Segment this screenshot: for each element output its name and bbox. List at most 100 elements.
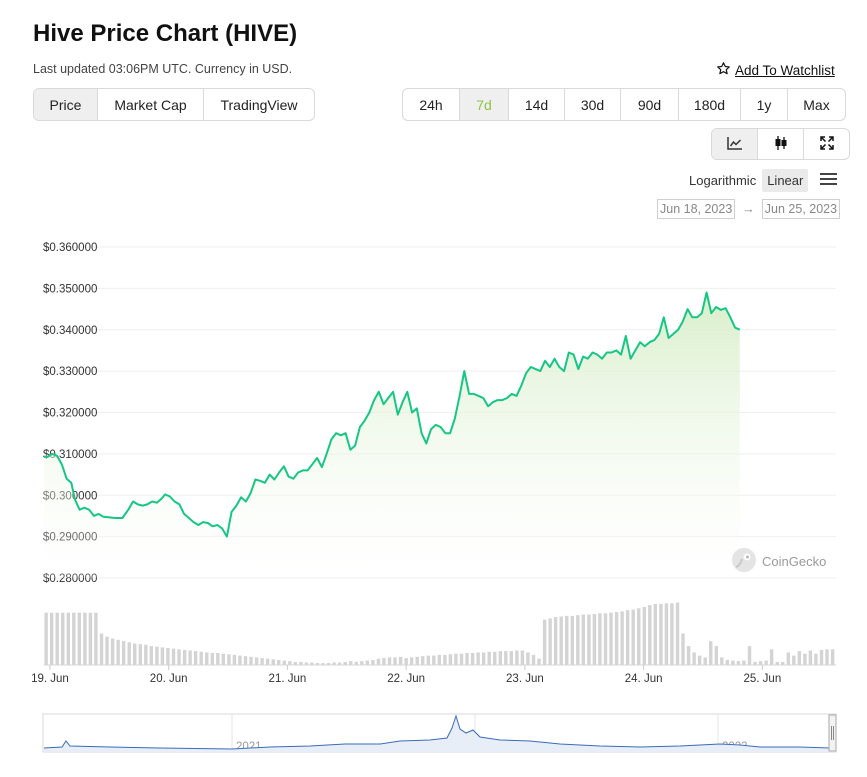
candlestick-view-button[interactable] xyxy=(758,129,804,159)
volume-bar xyxy=(631,609,635,665)
volume-bar xyxy=(210,653,215,665)
volume-bar xyxy=(61,612,65,665)
volume-bar xyxy=(448,654,453,665)
volume-bar xyxy=(371,660,375,665)
volume-bar xyxy=(365,660,370,665)
watchlist-label: Add To Watchlist xyxy=(735,62,835,78)
tab-market-cap[interactable]: Market Cap xyxy=(98,89,204,120)
line-view-button[interactable] xyxy=(712,129,758,159)
navigator-area xyxy=(44,716,836,752)
volume-bar xyxy=(265,658,270,665)
linear-option[interactable]: Linear xyxy=(762,169,809,192)
x-tick-label: 25. Jun xyxy=(744,673,782,685)
volume-bar xyxy=(221,653,226,665)
x-tick-label: 20. Jun xyxy=(150,673,188,685)
volume-bar xyxy=(138,644,143,665)
volume-bar xyxy=(49,612,54,665)
volume-bar xyxy=(398,656,403,665)
volume-bar xyxy=(88,612,93,665)
volume-bar xyxy=(44,612,48,665)
tab-tradingview[interactable]: TradingView xyxy=(220,96,298,113)
volume-bar xyxy=(720,657,724,665)
volume-bar xyxy=(326,663,331,665)
volume-bar xyxy=(526,652,530,665)
volume-bar xyxy=(570,615,575,665)
volume-bar xyxy=(620,611,624,665)
volume-bar xyxy=(149,646,154,665)
volume-bar xyxy=(792,655,796,665)
volume-bar xyxy=(227,654,231,665)
volume-bar xyxy=(576,615,580,665)
range-max[interactable]: Max xyxy=(803,96,830,113)
volume-bar xyxy=(94,612,98,665)
range-30d[interactable]: 30d xyxy=(565,89,621,120)
volume-bar xyxy=(110,638,115,665)
navigator-handle[interactable] xyxy=(828,714,837,752)
volume-bar xyxy=(653,603,658,665)
volume-bar xyxy=(260,658,264,665)
volume-bar xyxy=(177,649,181,666)
volume-bar xyxy=(609,612,613,665)
x-tick-label: 24. Jun xyxy=(625,673,663,685)
volume-bar xyxy=(614,612,619,665)
volume-bar xyxy=(193,651,198,665)
volume-bar xyxy=(337,662,342,665)
volume-bar xyxy=(797,651,802,665)
volume-bar xyxy=(515,650,519,665)
volume-bar xyxy=(587,614,591,665)
volume-bar xyxy=(476,652,480,665)
volume-bar xyxy=(648,605,652,665)
volume-bar xyxy=(182,649,187,665)
volume-bar xyxy=(553,617,558,665)
range-7d[interactable]: 7d xyxy=(460,89,509,120)
range-180d[interactable]: 180d xyxy=(679,89,741,120)
volume-bar xyxy=(432,655,436,665)
volume-bar xyxy=(747,646,752,665)
y-tick-label: $0.350000 xyxy=(43,283,97,295)
volume-bar xyxy=(803,653,807,665)
volume-bar xyxy=(459,653,464,665)
volume-bar xyxy=(116,639,120,665)
volume-bar xyxy=(753,661,757,666)
volume-bar xyxy=(542,619,547,665)
volume-bar xyxy=(731,660,735,665)
last-updated-text: Last updated 03:06PM UTC. Currency in US… xyxy=(33,62,293,76)
add-to-watchlist-link[interactable]: Add To Watchlist xyxy=(716,61,835,79)
range-24h[interactable]: 24h xyxy=(403,89,460,120)
volume-bar xyxy=(160,647,165,665)
price-chart[interactable]: $0.360000 $0.350000 $0.340000 $0.330000 $0.3… xyxy=(0,230,867,770)
volume-bar xyxy=(819,649,824,665)
date-range-inputs: Jun 18, 2023 → Jun 25, 2023 xyxy=(657,199,841,219)
date-to-input[interactable]: Jun 25, 2023 xyxy=(761,199,841,219)
volume-bar xyxy=(642,607,647,665)
volume-bar xyxy=(382,658,386,665)
volume-bar xyxy=(77,612,82,665)
volume-bar xyxy=(121,641,126,665)
volume-bar xyxy=(520,650,525,665)
volume-bar xyxy=(681,633,685,665)
volume-bar xyxy=(72,612,76,665)
volume-bar xyxy=(426,655,431,665)
fullscreen-button[interactable] xyxy=(804,129,849,159)
volume-bar xyxy=(830,649,835,666)
volume-bar xyxy=(725,660,730,665)
price-area xyxy=(44,292,740,578)
range-90d[interactable]: 90d xyxy=(621,89,679,120)
volume-bar xyxy=(243,656,248,665)
volume-bar xyxy=(559,616,563,665)
volume-bar xyxy=(825,649,829,666)
volume-bar xyxy=(509,651,514,665)
volume-bars xyxy=(44,602,835,666)
volume-bar xyxy=(637,608,641,665)
logarithmic-option[interactable]: Logarithmic xyxy=(689,173,757,188)
volume-bar xyxy=(105,636,109,665)
range-14d[interactable]: 14d xyxy=(509,89,565,120)
volume-bar xyxy=(55,612,59,665)
volume-bar xyxy=(393,657,397,665)
hamburger-menu-icon[interactable] xyxy=(820,172,838,189)
tab-price[interactable]: Price xyxy=(34,89,98,120)
range-1y[interactable]: 1y xyxy=(741,89,788,120)
volume-bar xyxy=(742,660,746,665)
volume-bar xyxy=(127,642,131,665)
date-from-input[interactable]: Jun 18, 2023 xyxy=(657,199,736,219)
